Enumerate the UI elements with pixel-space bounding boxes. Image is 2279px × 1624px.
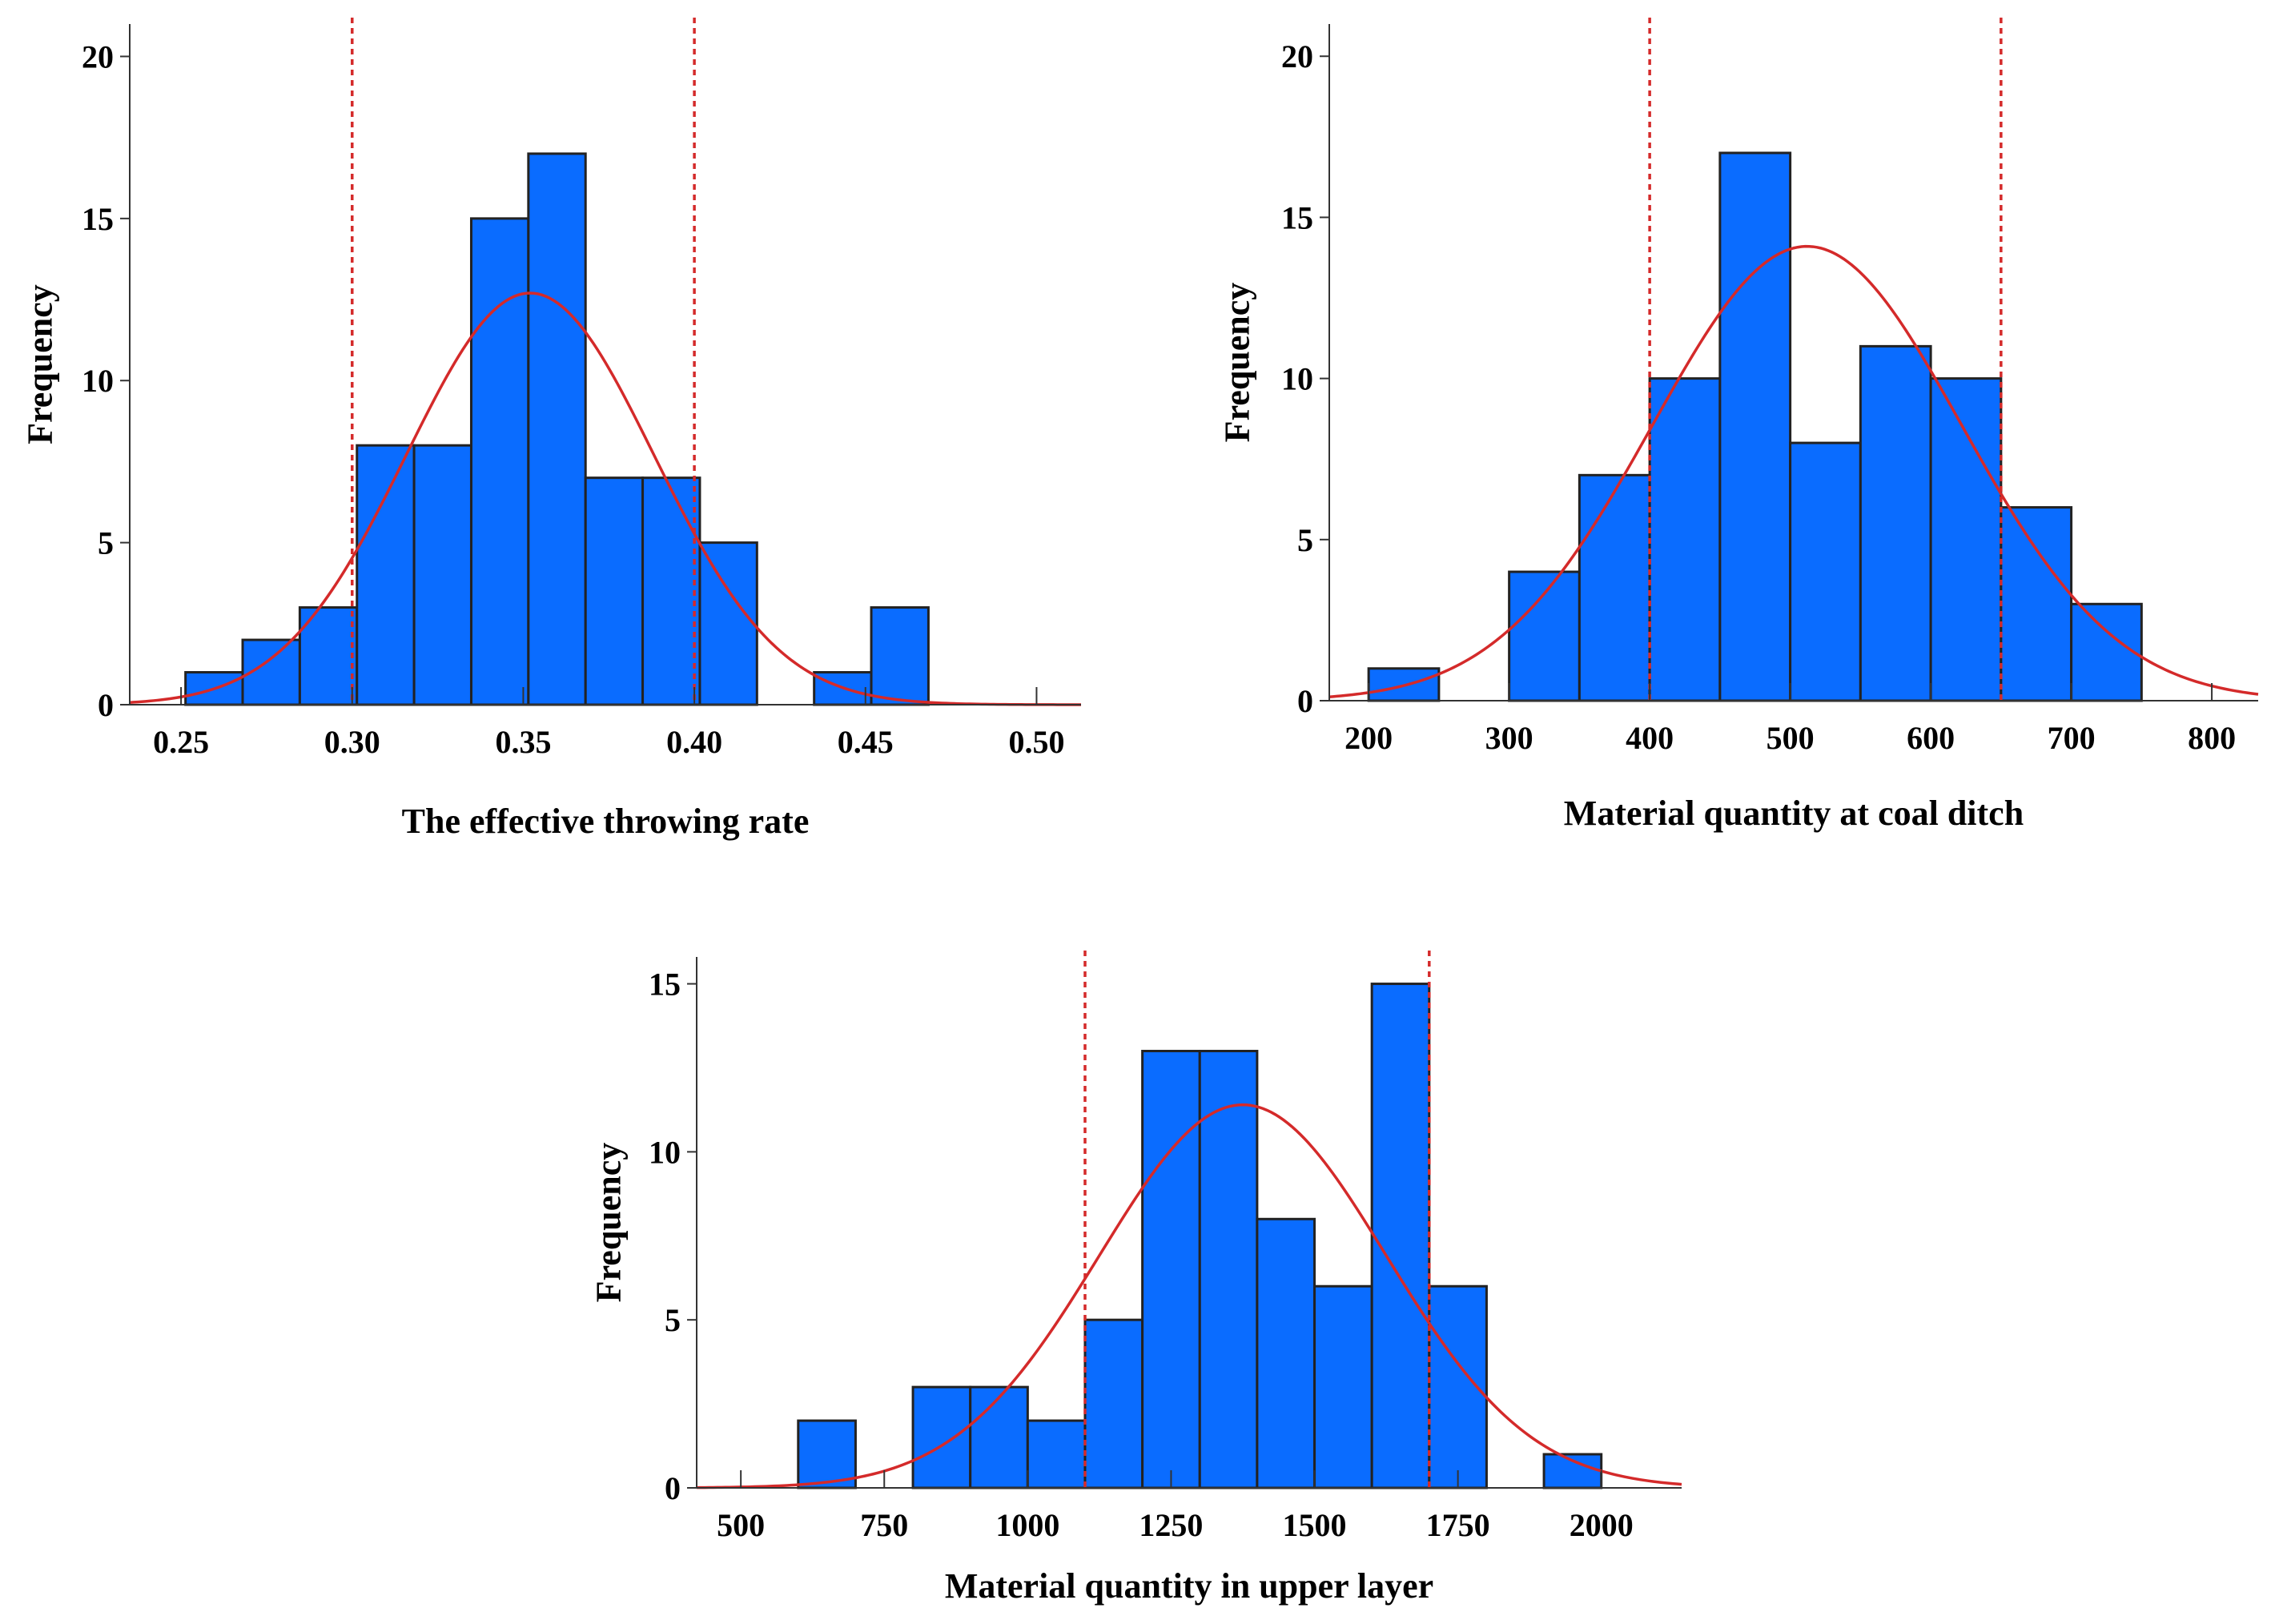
x-tick-label: 600 [1907,720,1955,756]
y-tick-label: 5 [1297,522,1313,558]
histogram-bar [2070,602,2143,702]
x-tick-label: 1250 [1139,1507,1203,1543]
x-tick-label: 0.35 [495,724,551,760]
histogram-bar [1718,151,1792,702]
x-tick-label: 400 [1626,720,1674,756]
histogram-bar [870,606,930,706]
x-tick-label: 0.45 [838,724,894,760]
histogram-bar [1083,1318,1144,1489]
histogram-bar [2000,506,2073,702]
x-tick-label: 200 [1344,720,1393,756]
histogram-bar [1648,377,1722,702]
y-tick-label: 20 [82,38,114,74]
x-tick-label: 0.50 [1008,724,1064,760]
panel-upper-layer: 0 5 10 15 500 750 1000 1250 1500 1750 2000 Material… [589,951,1682,1606]
y-tick-label: 10 [1281,361,1313,397]
normal-curve [696,1103,1682,1489]
y-tick-label: 10 [82,363,114,399]
x-tick-label: 800 [2188,720,2236,756]
y-axis-title: Frequency [1218,283,1257,443]
y-tick-label: 0 [665,1470,681,1506]
histogram-bar [1859,344,1932,702]
x-tick-label: 0.25 [153,724,209,760]
x-tick-label: 2000 [1570,1507,1634,1543]
histogram-bar [584,476,645,706]
histogram-bar [412,444,472,706]
x-tick-label: 0.40 [666,724,722,760]
panel-throwing-rate: 0 5 10 15 20 0.25 0.30 0.35 0.40 0.45 0.50 The effe… [21,18,1081,841]
x-axis-title: Material quantity in upper layer [945,1566,1433,1606]
histogram-bar [356,444,416,706]
histogram-bar [641,476,701,706]
histogram-bar [969,1385,1029,1489]
histogram-bar [698,541,758,706]
x-tick-label: 700 [2048,720,2096,756]
panel-coal-ditch: 0 5 10 15 20 200 300 400 500 600 700 800 Material qu… [1218,18,2259,833]
normal-curve [1328,244,2259,698]
histogram-bar [469,217,530,706]
y-tick-label: 5 [98,525,114,561]
x-tick-label: 750 [860,1507,908,1543]
x-tick-label: 500 [717,1507,765,1543]
normal-curve [129,291,1081,706]
x-tick-label: 1000 [995,1507,1059,1543]
histogram-bar [1256,1217,1316,1489]
y-tick-label: 15 [82,201,114,237]
histogram-bar [1370,983,1431,1489]
y-tick-label: 10 [649,1134,681,1170]
y-tick-label: 15 [649,967,681,1003]
histogram-bar [1929,377,2003,702]
y-tick-label: 20 [1281,38,1313,74]
histogram-bar [527,152,587,706]
y-tick-label: 0 [98,687,114,723]
histogram-bar [1789,441,1862,702]
histogram-bar [1578,473,1651,702]
x-tick-label: 1500 [1283,1507,1347,1543]
x-axis-title: Material quantity at coal ditch [1564,794,2024,833]
x-tick-label: 0.30 [324,724,380,760]
histogram-bar [1508,570,1581,702]
x-tick-label: 1750 [1426,1507,1490,1543]
x-tick-label: 500 [1767,720,1815,756]
x-axis-title: The effective throwing rate [402,802,810,841]
y-axis-title: Frequency [589,1143,629,1303]
histogram-bar [911,1385,972,1489]
histogram-bar [797,1419,857,1489]
y-tick-label: 0 [1297,683,1313,719]
x-tick-label: 300 [1485,720,1533,756]
y-tick-label: 5 [665,1302,681,1338]
histogram-bar [1313,1284,1373,1489]
histogram-bar [1026,1419,1087,1489]
histogram-bar [1141,1049,1201,1489]
y-axis-title: Frequency [21,284,60,444]
y-tick-label: 15 [1281,199,1313,235]
